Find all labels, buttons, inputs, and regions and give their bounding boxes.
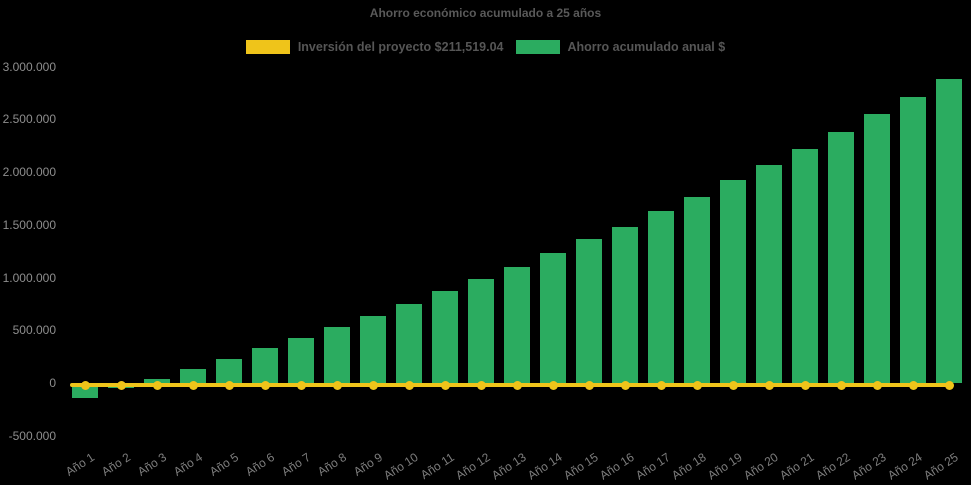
legend-item-ahorro-acumulado-anual[interactable]: Ahorro acumulado anual $ [515,40,726,54]
bar-ano-8[interactable] [324,326,350,383]
x-label-ano-21: Año 21 [777,450,817,483]
line-marker-ano-8[interactable] [332,380,342,390]
bar-ano-11[interactable] [432,290,458,383]
line-marker-ano-12[interactable] [476,380,486,390]
bar-ano-12[interactable] [468,279,494,383]
bar-ano-5[interactable] [216,358,242,383]
bar-ano-6[interactable] [252,348,278,383]
x-label-ano-24: Año 24 [885,450,925,483]
line-marker-ano-25[interactable] [944,380,954,390]
x-label-ano-6: Año 6 [242,450,277,479]
x-label-ano-4: Año 4 [170,450,205,479]
bar-ano-21[interactable] [792,148,818,383]
bar-ano-23[interactable] [864,113,890,383]
x-label-ano-18: Año 18 [669,450,709,483]
line-marker-ano-6[interactable] [260,380,270,390]
bar-ano-10[interactable] [396,304,422,383]
chart-title: Ahorro económico acumulado a 25 años [369,6,602,20]
y-tick-1500000: 1.500.000 [2,217,56,232]
x-label-ano-2: Año 2 [98,450,133,479]
y-tick-2000000: 2.000.000 [2,165,56,179]
line-marker-ano-23[interactable] [872,380,882,390]
y-tick--500000: -500.000 [8,428,56,443]
bar-ano-16[interactable] [612,226,638,383]
bar-swatch-icon [515,40,560,54]
line-marker-ano-4[interactable] [188,380,198,390]
line-marker-ano-20[interactable] [764,380,774,390]
x-label-ano-3: Año 3 [134,450,169,479]
line-marker-ano-5[interactable] [224,380,234,390]
x-label-ano-15: Año 15 [561,450,601,483]
x-label-ano-11: Año 11 [417,450,457,482]
line-marker-ano-9[interactable] [368,380,378,390]
bar-ano-4[interactable] [180,369,206,383]
bar-ano-15[interactable] [576,238,602,383]
line-marker-ano-1[interactable] [80,380,90,390]
x-label-ano-12: Año 12 [453,450,493,483]
x-label-ano-23: Año 23 [849,450,889,483]
bar-ano-25[interactable] [936,78,962,383]
line-marker-ano-3[interactable] [152,380,162,390]
x-label-ano-16: Año 16 [597,450,637,483]
y-tick-500000: 500.000 [12,323,56,338]
line-marker-ano-13[interactable] [512,380,522,390]
bar-ano-22[interactable] [828,131,854,383]
x-label-ano-7: Año 7 [278,450,313,479]
x-label-ano-25: Año 25 [921,450,961,483]
line-marker-ano-2[interactable] [116,380,126,390]
line-marker-ano-11[interactable] [440,380,450,390]
x-label-ano-10: Año 10 [381,450,421,483]
bar-ano-14[interactable] [540,252,566,383]
line-marker-ano-17[interactable] [656,380,666,390]
line-marker-ano-18[interactable] [692,380,702,390]
bar-ano-20[interactable] [756,164,782,383]
legend-label: Ahorro acumulado anual $ [567,40,726,54]
line-marker-ano-16[interactable] [620,380,630,390]
y-tick-1000000: 1.000.000 [2,270,56,285]
x-label-ano-22: Año 22 [813,450,853,483]
bar-ano-24[interactable] [900,96,926,383]
line-marker-ano-7[interactable] [296,380,306,390]
x-label-ano-17: Año 17 [633,450,673,483]
y-tick-3000000: 3.000.000 [2,59,56,74]
line-swatch-icon [245,40,290,54]
line-marker-ano-15[interactable] [584,380,594,390]
y-tick-2500000: 2.500.000 [2,112,56,127]
x-label-ano-1: Año 1 [62,450,97,479]
x-label-ano-8: Año 8 [314,450,349,479]
legend: Inversión del proyecto $211,519.04 Ahorr… [0,40,971,54]
bar-ano-13[interactable] [504,266,530,383]
x-label-ano-9: Año 9 [350,450,385,479]
line-marker-ano-22[interactable] [836,380,846,390]
bar-ano-17[interactable] [648,211,674,383]
line-marker-ano-19[interactable] [728,380,738,390]
line-marker-ano-24[interactable] [908,380,918,390]
bar-ano-19[interactable] [720,180,746,383]
bar-ano-9[interactable] [360,316,386,383]
x-label-ano-20: Año 20 [741,450,781,483]
line-marker-ano-14[interactable] [548,380,558,390]
x-label-ano-19: Año 19 [705,450,745,483]
legend-label: Inversión del proyecto $211,519.04 [297,40,504,54]
x-label-ano-5: Año 5 [206,450,241,479]
line-marker-ano-10[interactable] [404,380,414,390]
line-marker-ano-21[interactable] [800,380,810,390]
x-label-ano-14: Año 14 [525,450,565,483]
y-tick-0: 0 [49,376,56,390]
bar-ano-18[interactable] [684,196,710,383]
x-label-ano-13: Año 13 [489,450,529,483]
bar-ano-7[interactable] [288,338,314,383]
legend-item-inversion-del-proyecto[interactable]: Inversión del proyecto $211,519.04 [245,40,504,54]
investment-line [70,383,953,387]
